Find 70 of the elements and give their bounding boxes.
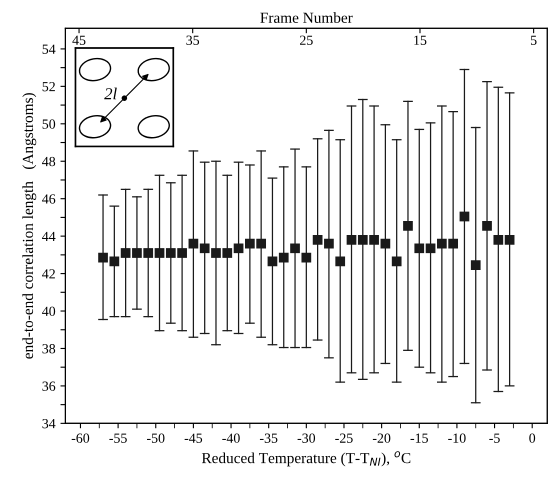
point <box>166 248 176 258</box>
point <box>120 248 130 258</box>
point <box>504 235 514 245</box>
y-tick-label: 42 <box>42 269 55 278</box>
x-tick-label: -45 <box>184 434 202 443</box>
y-tick-label: 50 <box>42 119 56 129</box>
point <box>403 220 413 231</box>
point <box>98 252 108 263</box>
point <box>143 248 154 258</box>
point <box>211 248 221 258</box>
point <box>380 238 390 248</box>
x-tick-label: -10 <box>448 433 466 443</box>
annotation: 2l <box>104 88 117 100</box>
point <box>234 243 244 254</box>
y-axis-title: end-to-end correlation length (Angstroms) <box>22 93 36 359</box>
point <box>358 235 368 245</box>
point <box>460 212 470 222</box>
point <box>335 256 346 266</box>
point <box>256 238 266 248</box>
point <box>278 252 289 263</box>
point <box>392 256 402 266</box>
x-tick-label: 0 <box>529 433 536 443</box>
point <box>470 260 481 270</box>
x-axis-title: Reduced Temperature (T-T$_{NI}$), $^{o}$C <box>202 451 410 466</box>
y-tick-label: 40 <box>42 306 56 316</box>
y-tick-label: 48 <box>42 156 56 166</box>
x2-tick-label: 15 <box>414 36 426 45</box>
point <box>177 248 187 258</box>
y-tick-label: 38 <box>42 344 56 354</box>
y-tick-label: 44 <box>42 232 56 241</box>
y-tick-label: 36 <box>42 382 56 391</box>
x-tick-label: -25 <box>335 434 353 443</box>
point <box>312 235 322 245</box>
x2-tick-label: 5 <box>530 36 537 45</box>
point <box>222 248 232 258</box>
point <box>493 235 504 245</box>
y-tick-label: 52 <box>42 82 55 92</box>
point <box>448 238 458 248</box>
point <box>426 243 436 254</box>
point <box>188 238 198 248</box>
point <box>109 256 120 266</box>
x2-tick-label: 25 <box>300 36 313 45</box>
x2-tick-label: 35 <box>186 36 200 45</box>
point <box>482 220 492 231</box>
point <box>324 238 334 248</box>
point <box>301 252 312 263</box>
point <box>414 243 424 254</box>
point <box>290 243 300 254</box>
point <box>268 256 278 266</box>
x-tick-label: -50 <box>147 433 164 443</box>
point <box>245 238 255 248</box>
y-tick-label: 46 <box>42 194 56 204</box>
y-tick-label: 54 <box>42 44 56 54</box>
point <box>346 235 356 245</box>
x-tick-label: -35 <box>260 434 278 443</box>
point <box>132 248 142 258</box>
x-tick-label: -60 <box>72 433 90 443</box>
x-tick-label: -15 <box>410 434 428 443</box>
point <box>154 248 164 258</box>
x2-axis-title: Frame Number <box>260 12 353 23</box>
x-tick-label: -30 <box>298 433 316 443</box>
y-tick-label: 34 <box>42 418 56 428</box>
x2-tick-label: 45 <box>72 36 86 45</box>
x-tick-label: -20 <box>372 433 390 443</box>
x-tick-label: -40 <box>222 433 240 443</box>
point <box>436 238 447 248</box>
x-tick-label: -5 <box>489 434 500 443</box>
x-tick-label: -55 <box>109 434 127 443</box>
point <box>369 235 379 245</box>
point <box>200 243 210 254</box>
